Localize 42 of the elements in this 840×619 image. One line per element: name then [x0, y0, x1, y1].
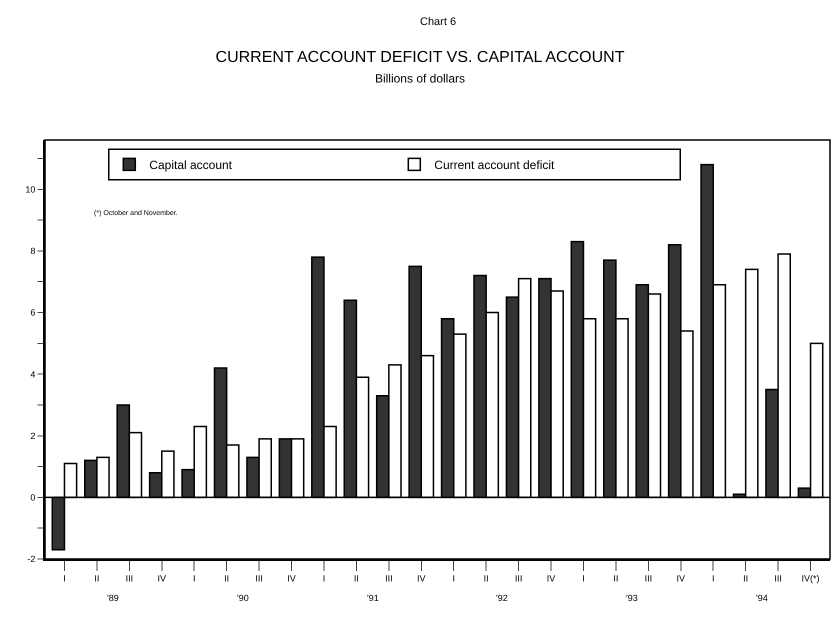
text: '89: [107, 593, 119, 603]
text: '90: [237, 593, 249, 603]
x-tick-label: I: [63, 574, 66, 584]
x-tick-label: IV: [158, 574, 166, 584]
y-tick-label: 8: [30, 246, 36, 256]
y-tick-label: 4: [30, 369, 36, 380]
x-tick-label: II: [743, 574, 748, 584]
x-tick-label: IV(*): [802, 574, 820, 584]
text: '91: [367, 593, 379, 603]
x-tick-label: III: [126, 574, 134, 584]
x-tick-label: III: [644, 574, 652, 584]
x-tick-label: III: [385, 574, 393, 584]
x-tick-label: I: [712, 574, 714, 584]
x-tick-label: III: [774, 574, 782, 584]
caption: Chart 6: [420, 16, 456, 28]
x-tick-label: IV: [676, 574, 686, 584]
x-tick-label: I: [582, 574, 585, 584]
y-tick-label: 2: [30, 430, 36, 441]
x-tick-label: II: [94, 574, 100, 584]
x-tick-label: II: [613, 574, 618, 584]
text: '93: [626, 593, 638, 603]
x-tick-label: IV: [546, 574, 556, 584]
x-tick-label: II: [484, 574, 489, 584]
y-tick-label: 0: [30, 492, 36, 503]
x-tick-label: IV: [287, 574, 296, 584]
y-tick-label: 10: [25, 184, 36, 194]
y-tick-label: 6: [30, 308, 36, 318]
text: '94: [756, 593, 768, 603]
x-tick-label: I: [452, 574, 455, 584]
y-tick-label: -2: [27, 554, 36, 564]
x-tick-label: II: [224, 574, 230, 584]
text: '92: [496, 593, 508, 603]
x-tick-label: III: [255, 574, 263, 584]
x-tick-label: IV: [417, 574, 426, 584]
x-tick-label: II: [354, 574, 359, 584]
chart-title: CURRENT ACCOUNT DEFICIT VS. CAPITAL ACCOUNT: [216, 48, 625, 66]
x-tick-label: III: [514, 574, 522, 584]
legend-label: Capital account: [149, 158, 233, 172]
x-tick-label: I: [322, 574, 326, 584]
chart-subtitle: Billions of dollars: [374, 72, 466, 86]
x-tick-label: I: [192, 574, 196, 584]
legend-label: Current account deficit: [434, 158, 556, 172]
